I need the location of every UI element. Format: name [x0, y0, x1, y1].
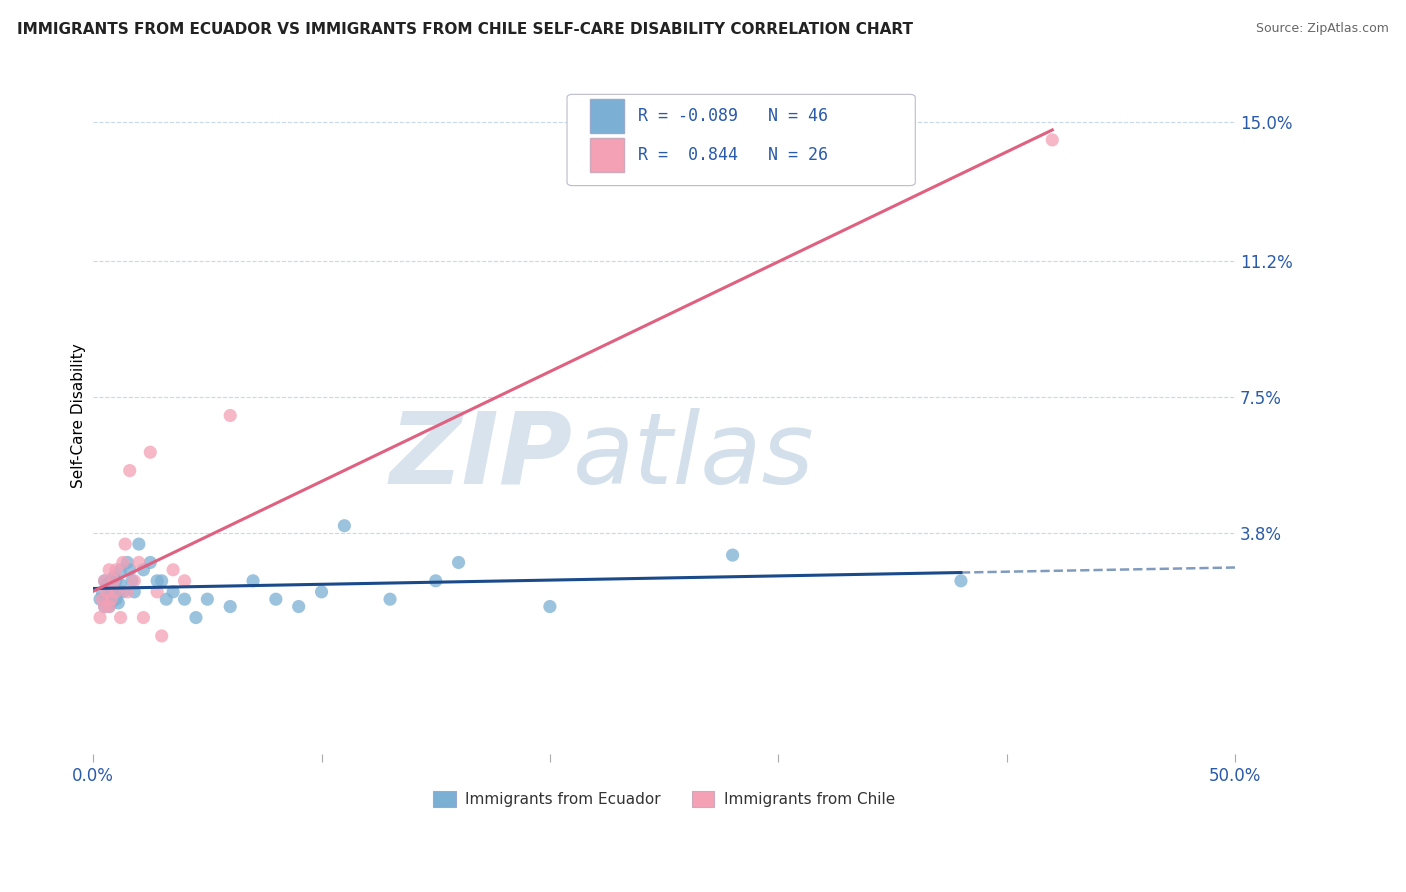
Point — [93, 574, 115, 588]
Point — [287, 599, 309, 614]
Point — [107, 585, 129, 599]
Point — [121, 574, 143, 588]
Point — [103, 574, 125, 588]
Point — [184, 610, 207, 624]
Point — [96, 585, 118, 599]
Point — [111, 585, 134, 599]
Point — [219, 599, 242, 614]
Point — [155, 592, 177, 607]
Point — [98, 585, 121, 599]
Point — [128, 537, 150, 551]
Point — [110, 577, 132, 591]
Point — [242, 574, 264, 588]
Point — [132, 563, 155, 577]
FancyBboxPatch shape — [591, 138, 624, 172]
Point — [447, 556, 470, 570]
Point — [93, 599, 115, 614]
Text: ZIP: ZIP — [389, 408, 572, 505]
Point — [173, 592, 195, 607]
Point — [146, 585, 169, 599]
Point — [378, 592, 401, 607]
Point — [100, 596, 122, 610]
Point — [124, 585, 146, 599]
Point — [105, 574, 128, 588]
Point — [96, 592, 118, 607]
Point — [949, 574, 972, 588]
Point — [105, 585, 128, 599]
Point — [98, 599, 121, 614]
Text: R = -0.089   N = 46: R = -0.089 N = 46 — [638, 107, 828, 125]
Text: atlas: atlas — [572, 408, 814, 505]
Point — [110, 563, 132, 577]
Point — [107, 596, 129, 610]
Point — [150, 629, 173, 643]
Point — [89, 610, 111, 624]
Point — [162, 563, 184, 577]
Point — [93, 599, 115, 614]
Point — [117, 585, 139, 599]
Point — [264, 592, 287, 607]
Point — [146, 574, 169, 588]
Point — [124, 574, 146, 588]
Point — [100, 574, 122, 588]
Point — [91, 585, 114, 599]
FancyBboxPatch shape — [591, 99, 624, 133]
Point — [721, 548, 744, 562]
Text: Source: ZipAtlas.com: Source: ZipAtlas.com — [1256, 22, 1389, 36]
Point — [98, 599, 121, 614]
Point — [173, 574, 195, 588]
Point — [219, 409, 242, 423]
Point — [132, 610, 155, 624]
Point — [105, 563, 128, 577]
Point — [139, 445, 162, 459]
Point — [117, 556, 139, 570]
Legend: Immigrants from Ecuador, Immigrants from Chile: Immigrants from Ecuador, Immigrants from… — [427, 785, 901, 814]
Point — [118, 464, 141, 478]
Point — [98, 563, 121, 577]
Point — [93, 574, 115, 588]
Point — [100, 592, 122, 607]
Text: R =  0.844   N = 26: R = 0.844 N = 26 — [638, 146, 828, 164]
Point — [139, 556, 162, 570]
Point — [538, 599, 561, 614]
Point — [425, 574, 447, 588]
Point — [91, 592, 114, 607]
Point — [105, 592, 128, 607]
Point — [1040, 133, 1063, 147]
Point — [111, 556, 134, 570]
Y-axis label: Self-Care Disability: Self-Care Disability — [72, 343, 86, 488]
Point — [195, 592, 218, 607]
Point — [96, 577, 118, 591]
Point — [114, 537, 136, 551]
Point — [162, 585, 184, 599]
Point — [118, 563, 141, 577]
Point — [333, 518, 356, 533]
Point — [103, 585, 125, 599]
FancyBboxPatch shape — [567, 95, 915, 186]
Point — [110, 610, 132, 624]
Point — [89, 592, 111, 607]
Point — [311, 585, 333, 599]
Point — [150, 574, 173, 588]
Point — [105, 585, 128, 599]
Point — [128, 556, 150, 570]
Text: IMMIGRANTS FROM ECUADOR VS IMMIGRANTS FROM CHILE SELF-CARE DISABILITY CORRELATIO: IMMIGRANTS FROM ECUADOR VS IMMIGRANTS FR… — [17, 22, 912, 37]
Point — [103, 570, 125, 584]
